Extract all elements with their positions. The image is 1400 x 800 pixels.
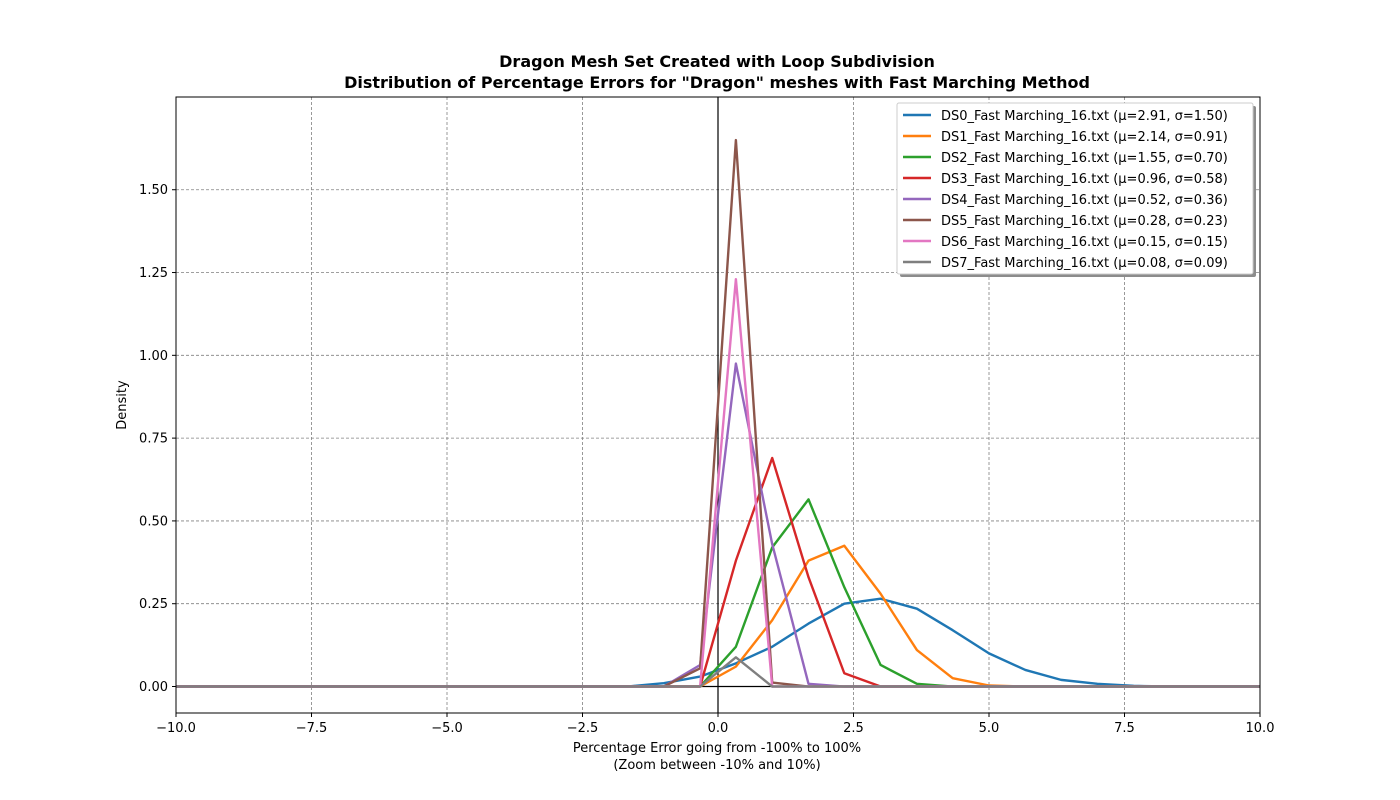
legend-entry-ds1: DS1_Fast Marching_16.txt (μ=2.14, σ=0.91… [941, 130, 1228, 145]
x-tick-label: −2.5 [567, 721, 599, 736]
series-line-ds3 [176, 456, 1260, 688]
x-tick-label: 2.5 [843, 721, 864, 736]
y-tick-label: 1.50 [139, 183, 168, 198]
x-tick-label: 5.0 [979, 721, 1000, 736]
chart-subtitle: Distribution of Percentage Errors for "D… [344, 73, 1090, 92]
legend-entry-ds2: DS2_Fast Marching_16.txt (μ=1.55, σ=0.70… [941, 151, 1228, 166]
series-lines [176, 138, 1260, 688]
x-axis-label: Percentage Error going from -100% to 100… [573, 741, 861, 756]
series-line-ds2 [176, 498, 1260, 688]
x-tick-label: 0.0 [708, 721, 729, 736]
y-tick-label: 0.75 [139, 432, 168, 447]
x-axis-ticks: −10.0 −7.5 −5.0 −2.5 0.0 2.5 5.0 7.5 10.0 [156, 713, 1274, 736]
x-axis-sublabel: (Zoom between -10% and 10%) [613, 758, 820, 773]
legend-entry-ds7: DS7_Fast Marching_16.txt (μ=0.08, σ=0.09… [941, 256, 1228, 271]
x-tick-label: 10.0 [1246, 721, 1275, 736]
x-tick-label: −5.0 [431, 721, 463, 736]
y-tick-label: 1.00 [139, 349, 168, 364]
legend-entry-ds3: DS3_Fast Marching_16.txt (μ=0.96, σ=0.58… [941, 172, 1228, 187]
y-tick-label: 0.50 [139, 514, 168, 529]
legend: DS0_Fast Marching_16.txt (μ=2.91, σ=1.50… [896, 102, 1256, 277]
legend-box [896, 102, 1254, 275]
legend-entry-ds4: DS4_Fast Marching_16.txt (μ=0.52, σ=0.36… [941, 193, 1228, 208]
x-tick-label: −7.5 [296, 721, 328, 736]
y-tick-label: 1.25 [139, 266, 168, 281]
legend-entry-ds6: DS6_Fast Marching_16.txt (μ=0.15, σ=0.15… [941, 235, 1228, 250]
legend-entry-ds0: DS0_Fast Marching_16.txt (μ=2.91, σ=1.50… [941, 109, 1228, 124]
x-tick-label: 7.5 [1114, 721, 1135, 736]
series-line-ds7 [176, 656, 1260, 688]
y-axis-label: Density [115, 380, 130, 430]
y-tick-label: 0.25 [139, 597, 168, 612]
x-tick-label: −10.0 [156, 721, 196, 736]
chart-title: Dragon Mesh Set Created with Loop Subdiv… [499, 52, 935, 71]
legend-entry-ds5: DS5_Fast Marching_16.txt (μ=0.28, σ=0.23… [941, 214, 1228, 229]
y-tick-label: 0.00 [139, 680, 168, 695]
y-axis-ticks: 0.00 0.25 0.50 0.75 1.00 1.25 1.50 [139, 183, 176, 695]
series-line-ds0 [176, 597, 1260, 688]
